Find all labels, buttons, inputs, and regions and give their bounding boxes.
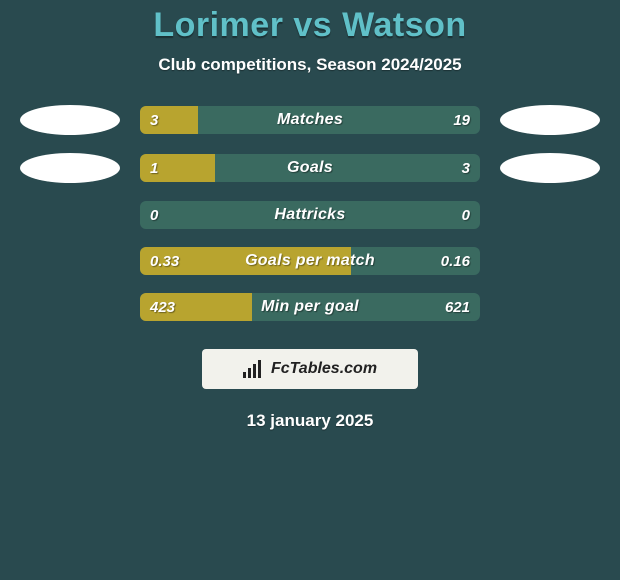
team-logo-right (500, 153, 600, 183)
stats-rows: 319Matches 13Goals 00Hattricks 0.330.16Goal… (0, 105, 620, 321)
brand-box: FcTables.com (202, 349, 418, 389)
stat-row: 319Matches (0, 105, 620, 135)
stat-row: 13Goals (0, 153, 620, 183)
stat-label: Goals (140, 154, 480, 182)
footer-date: 13 january 2025 (0, 411, 620, 431)
brand-text: FcTables.com (271, 360, 377, 378)
team-logo-left (20, 105, 120, 135)
stat-bar: 0.330.16Goals per match (140, 247, 480, 275)
team-logo-left (20, 153, 120, 183)
comparison-card: Lorimer vs Watson Club competitions, Sea… (0, 0, 620, 580)
stat-row: 00Hattricks (0, 201, 620, 229)
stat-label: Matches (140, 106, 480, 134)
stat-row: 0.330.16Goals per match (0, 247, 620, 275)
stat-bar: 00Hattricks (140, 201, 480, 229)
stat-label: Goals per match (140, 247, 480, 275)
stat-bar: 13Goals (140, 154, 480, 182)
stat-bar: 319Matches (140, 106, 480, 134)
page-title: Lorimer vs Watson (0, 0, 620, 45)
team-logo-right (500, 105, 600, 135)
stat-bar: 423621Min per goal (140, 293, 480, 321)
bars-icon (243, 360, 265, 378)
stat-row: 423621Min per goal (0, 293, 620, 321)
stat-label: Min per goal (140, 293, 480, 321)
page-subtitle: Club competitions, Season 2024/2025 (0, 55, 620, 75)
stat-label: Hattricks (140, 201, 480, 229)
